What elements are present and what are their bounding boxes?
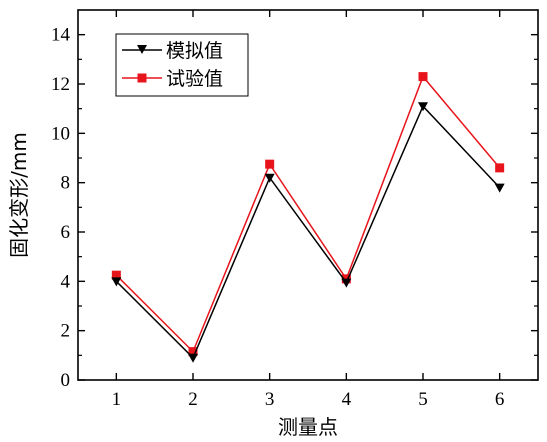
legend-label-simulated: 模拟值	[166, 40, 223, 62]
data-point-simulated	[418, 102, 428, 112]
y-tick-label: 10	[51, 123, 70, 144]
data-point-experimental	[495, 163, 505, 173]
x-tick-label: 4	[342, 389, 352, 410]
data-point-experimental	[111, 270, 121, 280]
series-line-simulated	[115, 104, 501, 360]
x-tick-label: 2	[188, 389, 198, 410]
y-tick-label: 14	[51, 25, 71, 46]
y-tick-label: 12	[51, 74, 70, 95]
y-tick-label: 4	[61, 271, 71, 292]
y-axis-title: 固化变形/mm	[7, 132, 31, 258]
data-point-simulated	[111, 277, 122, 287]
data-point-simulated	[341, 278, 352, 288]
data-point-simulated	[264, 173, 275, 183]
data-point-simulated	[188, 353, 198, 363]
legend-label-experimental: 试验值	[166, 68, 223, 90]
x-tick-label: 6	[495, 389, 505, 410]
x-tick-label: 5	[418, 389, 428, 410]
x-axis-title: 测量点	[278, 415, 338, 439]
y-tick-label: 8	[61, 173, 71, 194]
legend-marker-simulated	[137, 45, 147, 54]
y-tick-label: 0	[61, 370, 71, 391]
series-layer	[111, 72, 505, 363]
plot-frame	[77, 9, 539, 381]
legend: 模拟值 试验值	[115, 33, 249, 97]
series-line-experimental	[115, 75, 501, 353]
legend-box	[115, 33, 249, 97]
x-tick-label: 1	[112, 389, 122, 410]
y-tick-label: 6	[61, 222, 71, 243]
data-point-experimental	[418, 72, 428, 82]
data-point-experimental	[265, 159, 275, 169]
y-tick-label: 2	[61, 321, 71, 342]
data-point-simulated	[494, 183, 505, 193]
data-point-experimental	[188, 347, 198, 357]
legend-marker-experimental	[137, 73, 147, 83]
x-tick-label: 3	[265, 389, 275, 410]
